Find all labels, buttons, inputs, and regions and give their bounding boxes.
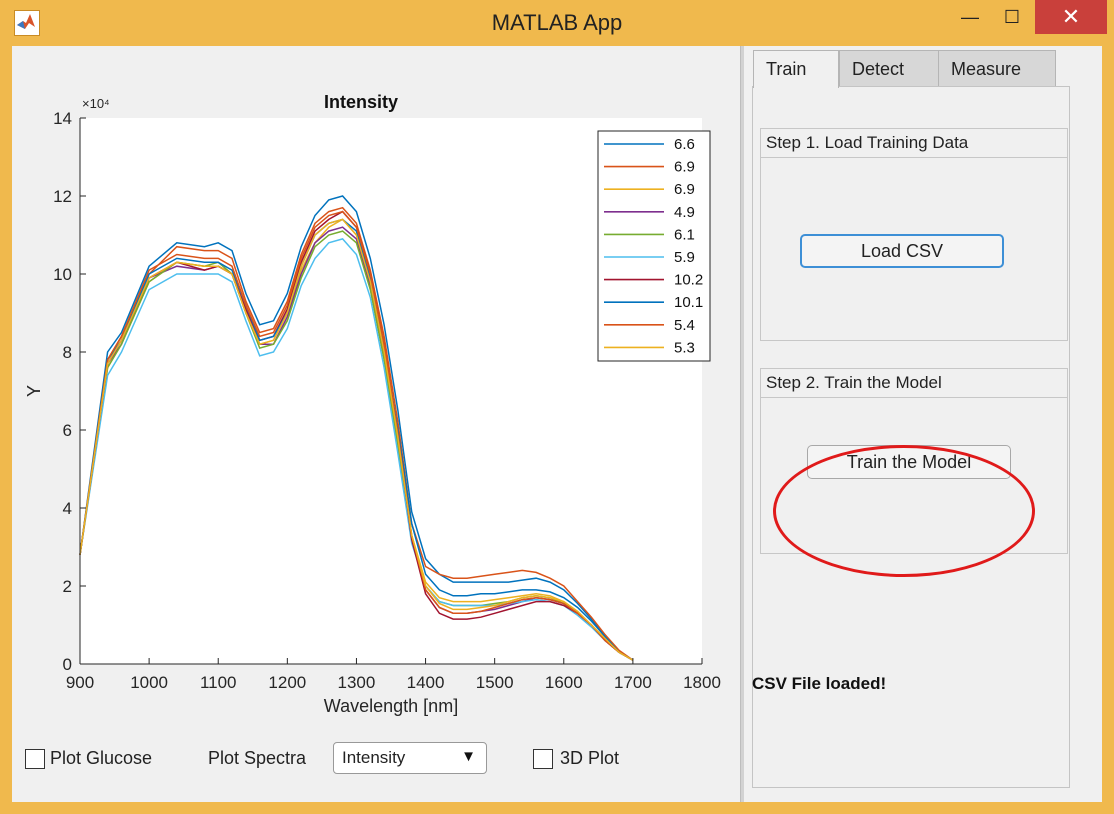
plot-panel: 900 1000 1100 1200 1300 1400 1500 1600 1700 1800 0… — [12, 46, 740, 802]
x-tick-label: 1200 — [268, 673, 306, 692]
x-tick-label: 1400 — [407, 673, 445, 692]
step2-group: Step 2. Train the Model Train the Model — [760, 368, 1068, 554]
y-tick-label: 0 — [63, 655, 72, 674]
maximize-button[interactable]: ☐ — [992, 0, 1032, 34]
triangle-down-icon: ▼ — [461, 748, 476, 765]
plot-spectra-value: Intensity — [342, 748, 406, 767]
status-message: CSV File loaded! — [752, 674, 887, 693]
y-tick-label: 12 — [53, 187, 72, 206]
title-bar[interactable]: MATLAB App — ☐ ✕ — [0, 0, 1114, 46]
series-line-8 — [79, 210, 634, 661]
legend-label: 5.9 — [674, 249, 695, 266]
train-model-button[interactable]: Train the Model — [807, 445, 1011, 479]
plot-spectra-label: Plot Spectra — [208, 748, 307, 768]
tab-detect[interactable]: Detect — [839, 50, 939, 86]
3d-plot-checkbox[interactable] — [533, 749, 553, 769]
window-title: MATLAB App — [491, 10, 623, 35]
y-tick-label: 10 — [53, 265, 72, 284]
matlab-logo-icon[interactable] — [14, 10, 40, 36]
y-tick-label: 2 — [63, 577, 72, 596]
y-tick-label: 14 — [53, 109, 72, 128]
tab-train[interactable]: Train — [753, 50, 839, 88]
step2-title: Step 2. Train the Model — [761, 369, 1067, 398]
y-tick-label: 8 — [63, 343, 72, 362]
tab-measure[interactable]: Measure — [938, 50, 1056, 86]
plot-controls: Plot Glucose Plot Spectra Intensity ▼ 3D… — [12, 736, 740, 786]
minimize-icon: — — [961, 7, 979, 27]
series-line-1 — [79, 206, 634, 661]
y-tick-label: 4 — [63, 499, 72, 518]
load-csv-button[interactable]: Load CSV — [800, 234, 1004, 268]
plot-spectra-dropdown[interactable]: Intensity ▼ — [333, 742, 487, 774]
legend-label: 10.2 — [674, 272, 703, 289]
x-tick-label: 1500 — [476, 673, 514, 692]
y-axis-label: Y — [24, 385, 44, 397]
series-line-0 — [79, 195, 634, 661]
tab-panel: Train Detect Measure Step 1. Load Traini… — [745, 46, 1102, 802]
x-tick-label: 1700 — [614, 673, 652, 692]
panel-divider[interactable] — [740, 46, 744, 802]
tab-measure-label: Measure — [951, 59, 1022, 79]
close-icon: ✕ — [1061, 4, 1081, 29]
tab-detect-label: Detect — [852, 59, 905, 79]
intensity-chart[interactable]: 900 1000 1100 1200 1300 1400 1500 1600 1700 1800 0… — [12, 46, 740, 736]
y-exponent-label: ×10⁴ — [82, 96, 110, 111]
legend-label: 10.1 — [674, 294, 703, 311]
legend-label: 6.1 — [674, 226, 695, 243]
legend-label: 5.3 — [674, 339, 695, 356]
client-area: 900 1000 1100 1200 1300 1400 1500 1600 1700 1800 0… — [12, 46, 1102, 802]
x-axis-label: Wavelength [nm] — [324, 696, 458, 716]
chart-legend[interactable] — [597, 130, 711, 362]
plot-glucose-label: Plot Glucose — [50, 748, 153, 768]
legend-label: 6.9 — [674, 181, 695, 198]
close-button[interactable]: ✕ — [1035, 0, 1107, 34]
minimize-button[interactable]: — — [950, 0, 990, 34]
legend-label: 6.9 — [674, 159, 695, 176]
legend-label: 4.9 — [674, 204, 695, 221]
series-line-9 — [79, 218, 634, 661]
chart-title: Intensity — [324, 92, 398, 112]
tab-train-label: Train — [766, 59, 807, 79]
step1-title: Step 1. Load Training Data — [761, 129, 1067, 158]
plot-glucose-checkbox[interactable] — [25, 749, 45, 769]
step1-group: Step 1. Load Training Data Load CSV — [760, 128, 1068, 341]
maximize-icon: ☐ — [1003, 7, 1021, 27]
legend-label: 6.6 — [674, 136, 695, 153]
3d-plot-label: 3D Plot — [560, 748, 620, 768]
legend-label: 5.4 — [674, 317, 695, 334]
x-tick-label: 1600 — [545, 673, 583, 692]
y-tick-label: 6 — [63, 421, 72, 440]
x-tick-label: 1100 — [200, 673, 237, 692]
train-tab-content: Step 1. Load Training Data Load CSV Step… — [752, 86, 1070, 788]
x-tick-label: 900 — [66, 673, 94, 692]
x-tick-label: 1800 — [683, 673, 721, 692]
x-tick-label: 1300 — [338, 673, 376, 692]
x-tick-label: 1000 — [130, 673, 168, 692]
